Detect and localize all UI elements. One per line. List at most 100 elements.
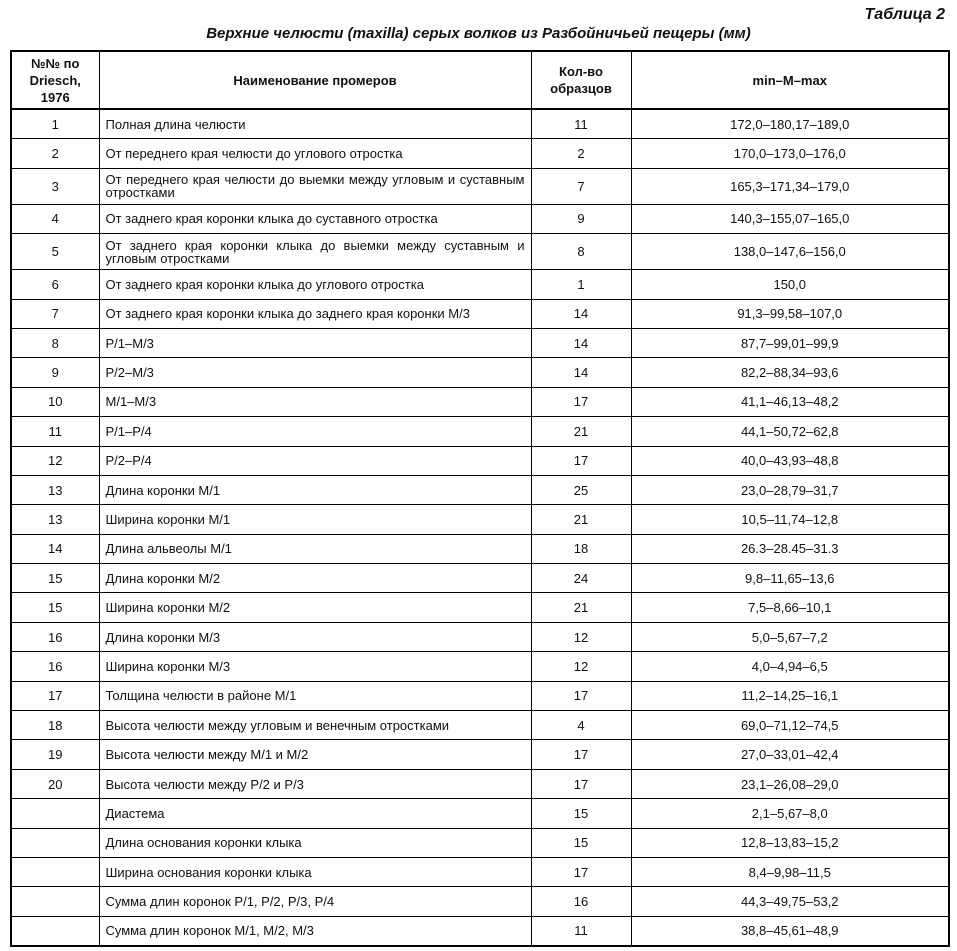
table-row: Ширина основания коронки клыка 17 8,4–9,98… [10,856,950,888]
table-label: Таблица 2 [864,6,945,23]
sample-count-cell: 17 [530,386,632,418]
measurement-name-cell: P/1–P/4 [98,416,532,447]
range-cell: 82,2–88,34–93,6 [630,357,950,388]
table-row: 17 Толщина челюсти в районе М/1 17 11,2–14,… [10,680,950,712]
driesch-no-cell: 13 [10,474,100,506]
driesch-no-cell: 7 [10,298,100,329]
measurements-table: №№ по Driesch, 1976 Наименование промеро… [10,50,950,948]
sample-count-cell: 24 [530,563,632,594]
driesch-no-cell [10,856,100,888]
sample-count-cell: 17 [530,445,632,476]
driesch-no-cell: 15 [10,592,100,623]
table-row: 5 От заднего края коронки клыка до выемки… [10,233,950,271]
table-row: 18 Высота челюсти между угловым и венечны… [10,710,950,741]
measurement-name-cell: От заднего края коронки клыка до угловог… [98,269,532,300]
measurement-name-cell: Толщина челюсти в районе М/1 [98,680,532,712]
table-row: 6 От заднего края коронки клыка до углово… [10,269,950,300]
measurement-name-cell: Длина коронки М/2 [98,563,532,594]
driesch-no-cell: 20 [10,768,100,800]
range-cell: 172,0–180,17–189,0 [630,108,950,140]
driesch-no-cell: 16 [10,621,100,653]
sample-count-cell: 21 [530,504,632,535]
driesch-no-cell [10,915,100,947]
measurement-name-cell: Длина альвеолы М/1 [98,533,532,565]
table-row: Сумма длин коронок М/1, М/2, М/3 11 38,8–4… [10,915,950,947]
sample-count-cell: 15 [530,827,632,858]
table-row: 9 P/2–M/3 14 82,2–88,34–93,6 [10,357,950,388]
header-driesch-no: №№ по Driesch, 1976 [10,50,100,110]
table-row: 15 Ширина коронки М/2 21 7,5–8,66–10,1 [10,592,950,623]
driesch-no-cell: 4 [10,203,100,235]
driesch-no-cell [10,798,100,829]
measurement-name-cell: Ширина коронки М/1 [98,504,532,535]
measurement-name-cell: Длина коронки М/3 [98,621,532,653]
measurement-name-cell: От заднего края коронки клыка до суставн… [98,203,532,235]
table-row: 11 P/1–P/4 21 44,1–50,72–62,8 [10,416,950,447]
range-cell: 23,1–26,08–29,0 [630,768,950,800]
sample-count-cell: 17 [530,680,632,712]
table-row: 2 От переднего края челюсти до углового о… [10,138,950,169]
measurement-name-cell: Ширина коронки М/3 [98,651,532,682]
table-row: Длина основания коронки клыка 15 12,8–13,8… [10,827,950,858]
measurement-name-cell: Сумма длин коронок Р/1, Р/2, Р/3, Р/4 [98,886,532,917]
sample-count-cell: 17 [530,768,632,800]
driesch-no-cell: 12 [10,445,100,476]
sample-count-cell: 17 [530,739,632,770]
range-cell: 12,8–13,83–15,2 [630,827,950,858]
range-cell: 69,0–71,12–74,5 [630,710,950,741]
driesch-no-cell: 11 [10,416,100,447]
range-cell: 150,0 [630,269,950,300]
table-row: 16 Ширина коронки М/3 12 4,0–4,94–6,5 [10,651,950,682]
table-title: Верхние челюсти (maxilla) серых волков и… [206,25,751,42]
range-cell: 41,1–46,13–48,2 [630,386,950,418]
range-cell: 10,5–11,74–12,8 [630,504,950,535]
measurement-name-cell: От переднего края челюсти до выемки межд… [98,167,532,205]
table-row: 4 От заднего края коронки клыка до сустав… [10,203,950,235]
driesch-no-cell: 2 [10,138,100,169]
driesch-no-cell: 13 [10,504,100,535]
driesch-no-cell [10,827,100,858]
sample-count-cell: 11 [530,915,632,947]
measurement-name-cell: Длина основания коронки клыка [98,827,532,858]
driesch-no-cell: 1 [10,108,100,140]
sample-count-cell: 25 [530,474,632,506]
table-row: 10 M/1–M/3 17 41,1–46,13–48,2 [10,386,950,418]
header-measurement-name: Наименование промеров [98,50,532,110]
driesch-no-cell: 8 [10,327,100,359]
range-cell: 38,8–45,61–48,9 [630,915,950,947]
measurement-name-cell: От переднего края челюсти до углового от… [98,138,532,169]
range-cell: 170,0–173,0–176,0 [630,138,950,169]
measurement-name-cell: Ширина основания коронки клыка [98,856,532,888]
table-row: 13 Длина коронки М/1 25 23,0–28,79–31,7 [10,474,950,506]
sample-count-cell: 14 [530,327,632,359]
table-row: Диастема 15 2,1–5,67–8,0 [10,798,950,829]
sample-count-cell: 12 [530,651,632,682]
sample-count-cell: 9 [530,203,632,235]
sample-count-cell: 11 [530,108,632,140]
range-cell: 2,1–5,67–8,0 [630,798,950,829]
sample-count-cell: 2 [530,138,632,169]
header-sample-count: Кол-во образцов [530,50,632,110]
range-cell: 8,4–9,98–11,5 [630,856,950,888]
measurement-name-cell: От заднего края коронки клыка до выемки … [98,233,532,271]
driesch-no-cell: 16 [10,651,100,682]
range-cell: 5,0–5,67–7,2 [630,621,950,653]
range-cell: 40,0–43,93–48,8 [630,445,950,476]
sample-count-cell: 21 [530,416,632,447]
range-cell: 165,3–171,34–179,0 [630,167,950,205]
measurement-name-cell: Полная длина челюсти [98,108,532,140]
sample-count-cell: 21 [530,592,632,623]
sample-count-cell: 15 [530,798,632,829]
measurement-name-cell: Высота челюсти между угловым и венечным … [98,710,532,741]
measurement-name-cell: Сумма длин коронок М/1, М/2, М/3 [98,915,532,947]
measurement-name-cell: M/1–M/3 [98,386,532,418]
table-row: 20 Высота челюсти между Р/2 и Р/3 17 23,1–2… [10,768,950,800]
sample-count-cell: 18 [530,533,632,565]
driesch-no-cell: 10 [10,386,100,418]
sample-count-cell: 7 [530,167,632,205]
table-row: 13 Ширина коронки М/1 21 10,5–11,74–12,8 [10,504,950,535]
measurement-name-cell: Высота челюсти между М/1 и М/2 [98,739,532,770]
range-cell: 27,0–33,01–42,4 [630,739,950,770]
measurement-name-cell: P/1–M/3 [98,327,532,359]
table-row: 12 P/2–P/4 17 40,0–43,93–48,8 [10,445,950,476]
